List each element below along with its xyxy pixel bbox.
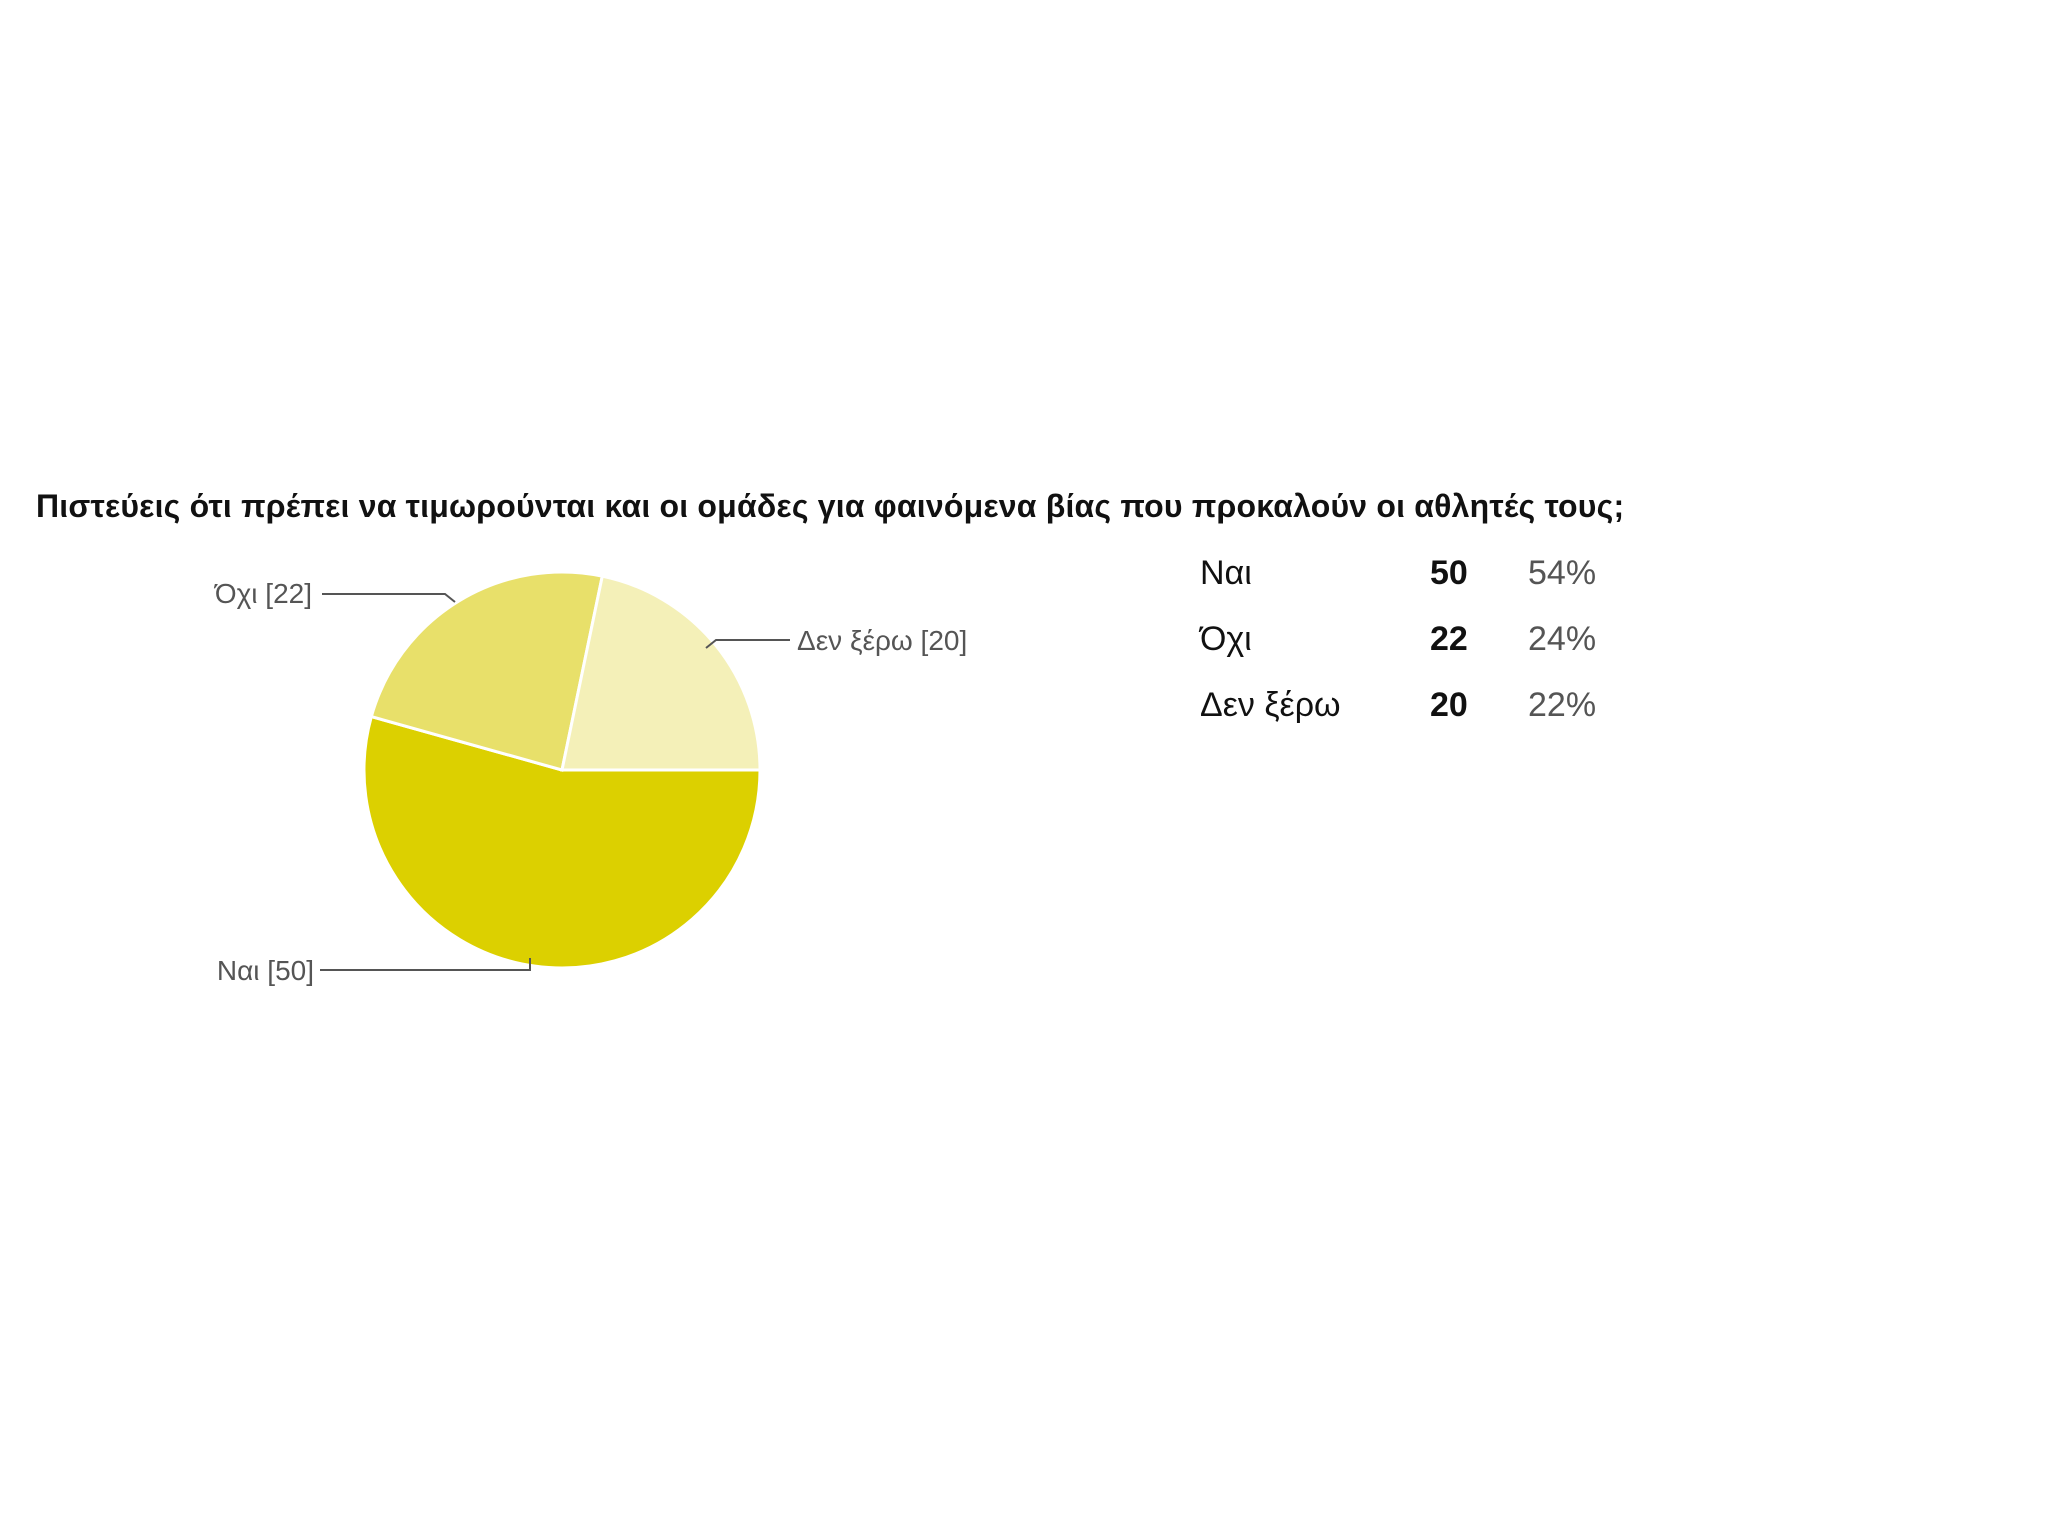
result-label: Ναι [1200, 553, 1252, 592]
pie-labels: Ναι [50] Όχι [22] Δεν ξέρω [20] [214, 578, 967, 986]
pie-slices [362, 570, 762, 970]
result-percent: 54% [1528, 553, 1597, 592]
slice-label-ochi: Όχι [22] [214, 578, 312, 609]
result-label: Δεν ξέρω [1200, 685, 1341, 724]
slice-label-nai: Ναι [50] [217, 955, 314, 986]
slice-label-den-xero: Δεν ξέρω [20] [797, 625, 967, 656]
results-table: Ναι 50 54% Όχι 22 24% Δεν ξέρω 20 22% [1200, 540, 1596, 738]
result-count: 20 [1430, 685, 1468, 724]
pie-slice-nai [362, 714, 762, 970]
result-percent: 24% [1528, 619, 1597, 658]
result-label: Όχι [1200, 619, 1252, 658]
leader-line-den-xero [705, 639, 790, 649]
table-row: Δεν ξέρω 20 22% [1200, 672, 1596, 738]
table-row: Ναι 50 54% [1200, 540, 1596, 606]
result-count: 50 [1430, 553, 1468, 592]
leader-line-nai [320, 958, 531, 971]
chart-title: Πιστεύεις ότι πρέπει να τιμωρούνται και … [36, 488, 1625, 524]
leader-line-ochi [322, 593, 456, 603]
pie-slice-den-xero [560, 574, 762, 772]
table-row: Όχι 22 24% [1200, 606, 1596, 672]
result-percent: 22% [1528, 685, 1597, 724]
pie-slice-ochi [369, 570, 605, 772]
result-count: 22 [1430, 619, 1468, 658]
